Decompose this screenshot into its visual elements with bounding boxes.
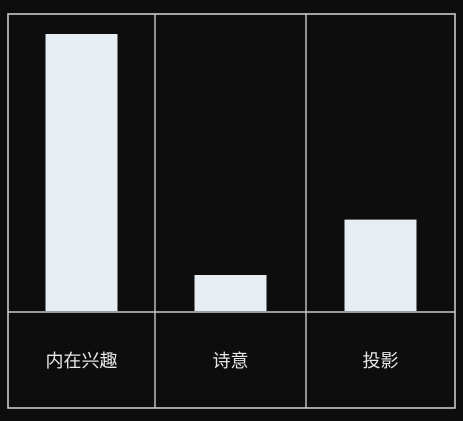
- bar: [344, 219, 417, 311]
- bar: [45, 34, 118, 311]
- x-tick-label: 内在兴趣: [46, 351, 118, 372]
- tick-labels-layer: 内在兴趣 诗意 投影: [46, 351, 399, 372]
- bar: [194, 275, 267, 311]
- bars-layer: [45, 34, 417, 311]
- x-tick-label: 投影: [363, 351, 399, 372]
- chart-frame: [7, 13, 456, 409]
- x-tick-label: 诗意: [213, 351, 249, 372]
